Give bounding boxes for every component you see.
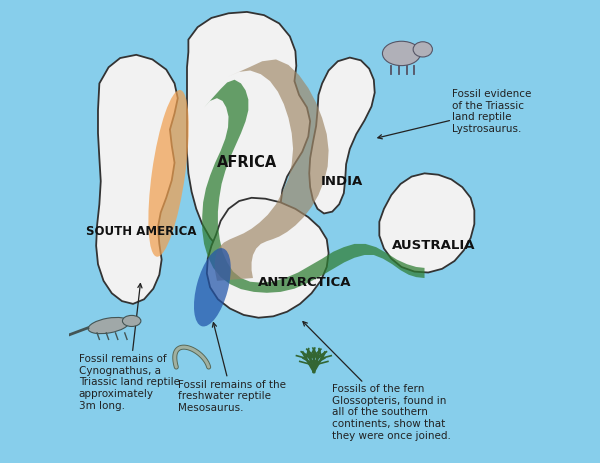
Line: 2 pts: 2 pts xyxy=(125,333,127,340)
Text: Fossil remains of
Cynognathus, a
Triassic land reptile
approximately
3m long.: Fossil remains of Cynognathus, a Triassi… xyxy=(79,284,179,410)
Point xyxy=(403,72,410,77)
Polygon shape xyxy=(309,58,375,214)
Text: SOUTH AMERICA: SOUTH AMERICA xyxy=(86,225,196,238)
Line: 2 pts: 2 pts xyxy=(70,328,88,335)
Polygon shape xyxy=(96,56,178,304)
Ellipse shape xyxy=(382,42,421,67)
Polygon shape xyxy=(207,198,329,318)
Text: Fossils of the fern
Glossopteris, found in
all of the southern
continents, show : Fossils of the fern Glossopteris, found … xyxy=(303,322,451,440)
Point xyxy=(395,72,403,77)
Point xyxy=(121,331,128,336)
Point xyxy=(388,72,395,77)
Text: INDIA: INDIA xyxy=(320,175,362,188)
Point xyxy=(105,337,112,343)
Polygon shape xyxy=(215,60,329,281)
Point xyxy=(114,337,121,343)
Ellipse shape xyxy=(194,249,231,327)
Point xyxy=(96,337,103,343)
Polygon shape xyxy=(379,174,475,273)
Text: AUSTRALIA: AUSTRALIA xyxy=(392,239,476,252)
Point xyxy=(124,337,131,343)
Point xyxy=(84,325,91,331)
Line: 2 pts: 2 pts xyxy=(97,333,100,340)
Point xyxy=(403,64,410,69)
Point xyxy=(66,332,73,338)
Point xyxy=(112,331,119,336)
Ellipse shape xyxy=(88,318,129,334)
Text: Fossil remains of the
freshwater reptile
Mesosaurus.: Fossil remains of the freshwater reptile… xyxy=(178,323,286,412)
Point xyxy=(410,72,418,77)
Text: AFRICA: AFRICA xyxy=(217,155,277,170)
Point xyxy=(395,64,403,69)
Ellipse shape xyxy=(148,91,189,257)
Line: 2 pts: 2 pts xyxy=(116,333,118,340)
Point xyxy=(103,331,110,336)
Text: Fossil evidence
of the Triassic
land reptile
Lystrosaurus.: Fossil evidence of the Triassic land rep… xyxy=(378,89,532,139)
Point xyxy=(94,331,101,336)
Point xyxy=(410,64,418,69)
Text: ANTARCTICA: ANTARCTICA xyxy=(258,275,352,288)
Line: 2 pts: 2 pts xyxy=(106,333,109,340)
Ellipse shape xyxy=(413,43,433,58)
Ellipse shape xyxy=(122,316,141,327)
Polygon shape xyxy=(187,13,310,260)
Point xyxy=(388,64,395,69)
Polygon shape xyxy=(202,81,425,293)
